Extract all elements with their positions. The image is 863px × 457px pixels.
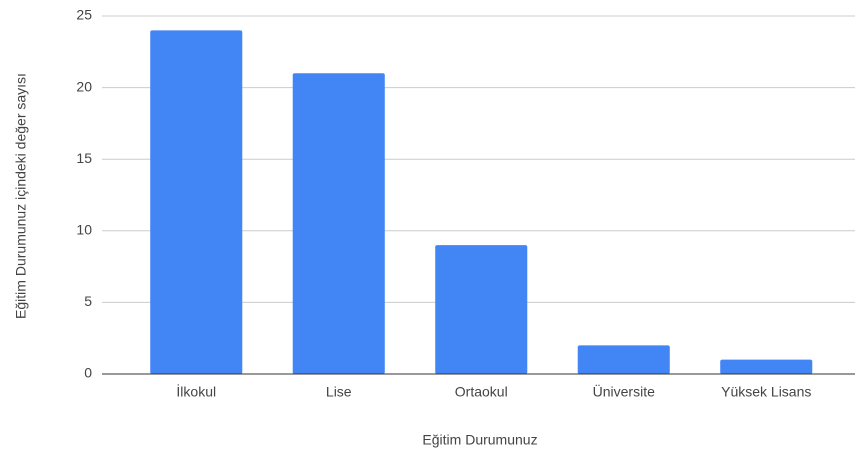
x-tick-label: İlkokul bbox=[176, 383, 216, 400]
y-tick-label: 10 bbox=[76, 222, 92, 238]
bar bbox=[720, 359, 813, 374]
y-tick-label: 0 bbox=[84, 365, 92, 381]
y-tick-label: 15 bbox=[76, 150, 92, 166]
bar bbox=[577, 345, 670, 374]
x-tick-label: Yüksek Lisans bbox=[721, 384, 811, 400]
x-tick-label: Üniversite bbox=[593, 383, 655, 400]
bar bbox=[292, 73, 385, 374]
y-tick-label: 25 bbox=[76, 7, 92, 23]
bar bbox=[150, 30, 243, 374]
x-tick-label: Ortaokul bbox=[455, 384, 508, 400]
y-tick-label: 5 bbox=[84, 293, 92, 309]
x-axis-title: Eğitim Durumunuz bbox=[422, 432, 537, 448]
bar bbox=[435, 245, 528, 374]
y-axis-title: Eğitim Durumunuz içindeki değer sayısı bbox=[13, 73, 29, 319]
y-tick-label: 20 bbox=[76, 78, 92, 94]
x-tick-label: Lise bbox=[326, 384, 352, 400]
